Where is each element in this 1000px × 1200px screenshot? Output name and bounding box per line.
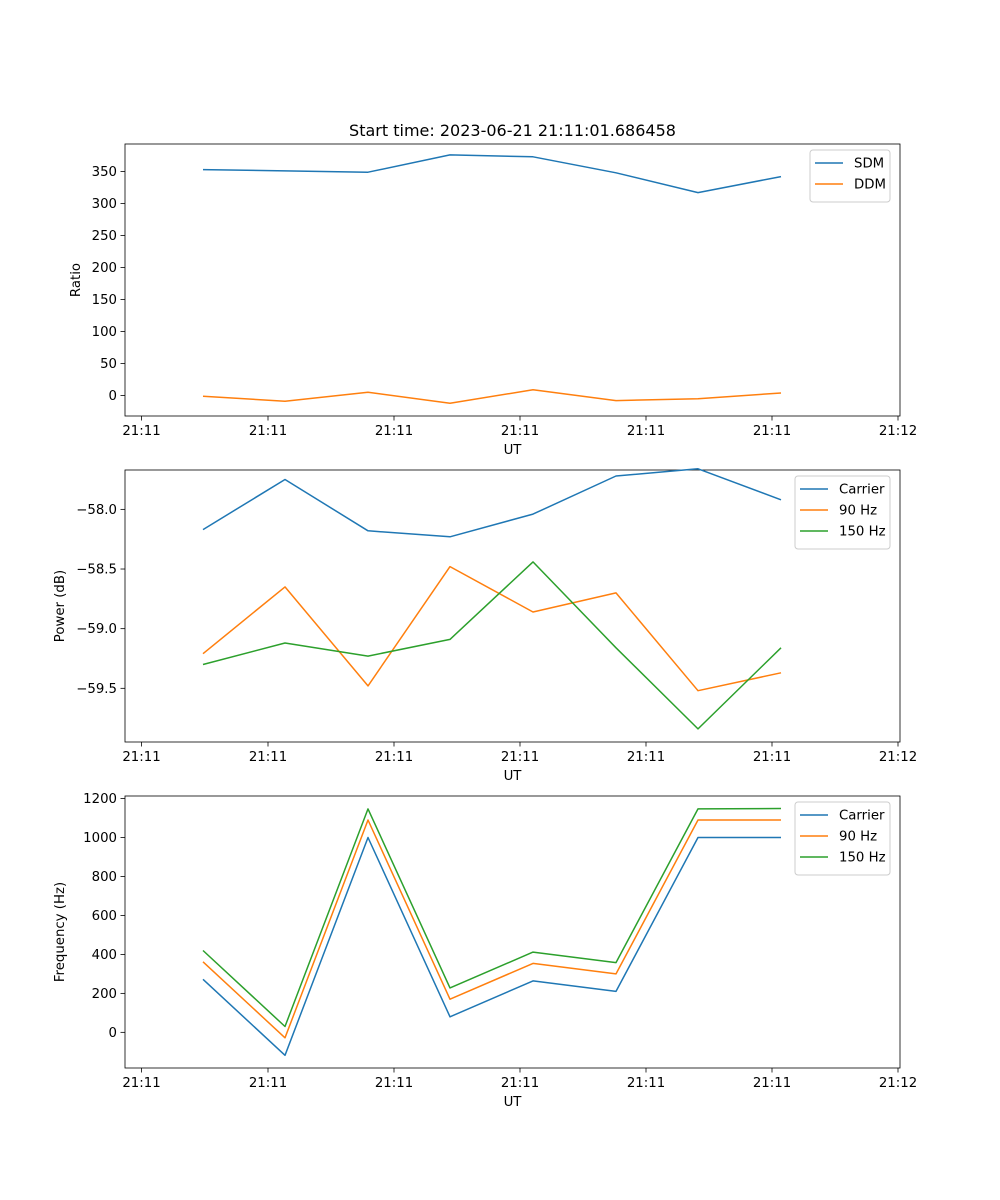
legend: Carrier 90 Hz 150 Hz [794,475,891,550]
x-tick-label: 21:11 [375,1076,413,1091]
legend: Carrier 90 Hz 150 Hz [794,801,891,876]
y-tick-label: 50 [100,357,117,372]
x-tick-label: 21:11 [122,750,160,765]
series-line-90-hz [202,565,782,692]
x-tick-label: 21:11 [627,1076,665,1091]
x-tick-label: 21:11 [753,424,791,439]
legend-label: Carrier [839,809,885,824]
x-tick-label: 21:11 [122,1076,160,1091]
series-line-150-hz [202,807,782,1028]
plot-frame [124,469,901,743]
y-axis-label: Frequency (Hz) [53,882,68,982]
series-line-sdm [202,154,782,194]
y-tick-label: 600 [92,909,117,924]
y-tick-label: 150 [92,293,117,308]
x-axis-label: UT [504,443,523,458]
y-tick-label: 1000 [83,831,117,846]
x-tick-label: 21:11 [249,1076,287,1091]
y-tick-label: 350 [92,165,117,180]
subplot-1: 21:11 21:11 21:11 21:11 21:11 21:11 21:12 0 50 10… [69,143,917,458]
charts-layer: 21:11 21:11 21:11 21:11 21:11 21:11 21:12 0 50 10… [53,143,917,1110]
y-tick-label: −59.5 [76,682,117,697]
y-tick-label: 800 [92,870,117,885]
y-tick-label: 400 [92,948,117,963]
x-tick-label: 21:12 [879,1076,917,1091]
plot-frame [124,795,901,1069]
y-tick-label: 200 [92,987,117,1002]
x-tick-label: 21:11 [375,424,413,439]
x-tick-label: 21:11 [501,750,539,765]
legend-label: 150 Hz [839,525,886,540]
x-tick-label: 21:12 [879,424,917,439]
legend-label: 90 Hz [839,830,877,845]
y-tick-label: 0 [109,389,117,404]
x-axis-label: UT [504,1095,523,1110]
series-line-carrier [202,836,781,1057]
y-tick-label: 250 [92,229,117,244]
y-axis-label: Ratio [69,263,84,297]
legend-label: 150 Hz [839,851,886,866]
y-tick-label: 100 [92,325,117,340]
y-tick-label: 200 [92,261,117,276]
legend: SDM DDM [809,149,891,203]
x-tick-label: 21:11 [627,750,665,765]
y-tick-label: −58.5 [76,563,117,578]
y-tick-label: −58.0 [76,503,117,518]
x-axis-label: UT [504,769,523,784]
series-line-90-hz [202,819,781,1039]
y-tick-label: 0 [109,1026,117,1041]
x-tick-label: 21:11 [753,750,791,765]
x-tick-label: 21:11 [122,424,160,439]
chart-title: Start time: 2023-06-21 21:11:01.686458 [349,121,676,140]
x-tick-label: 21:11 [249,424,287,439]
y-axis-label: Power (dB) [53,570,68,642]
x-tick-label: 21:11 [501,1076,539,1091]
plot-frame [124,143,901,417]
x-tick-label: 21:11 [753,1076,791,1091]
y-tick-label: −59.0 [76,622,117,637]
legend-label: 90 Hz [839,504,877,519]
x-tick-label: 21:11 [249,750,287,765]
legend-label: DDM [854,178,886,193]
legend-label: SDM [854,157,884,172]
x-tick-label: 21:11 [501,424,539,439]
series-line-150-hz [202,561,782,730]
subplot-3: 21:11 21:11 21:11 21:11 21:11 21:11 21:12 0 200 4… [53,792,917,1110]
y-tick-label: 1200 [83,792,117,807]
subplot-2: 21:11 21:11 21:11 21:11 21:11 21:11 21:12 −58.0… [53,468,917,784]
series-line-ddm [202,389,782,404]
series-line-carrier [202,468,782,538]
legend-label: Carrier [839,483,885,498]
x-tick-label: 21:11 [375,750,413,765]
y-tick-label: 300 [92,197,117,212]
x-tick-label: 21:11 [627,424,665,439]
x-tick-label: 21:12 [879,750,917,765]
